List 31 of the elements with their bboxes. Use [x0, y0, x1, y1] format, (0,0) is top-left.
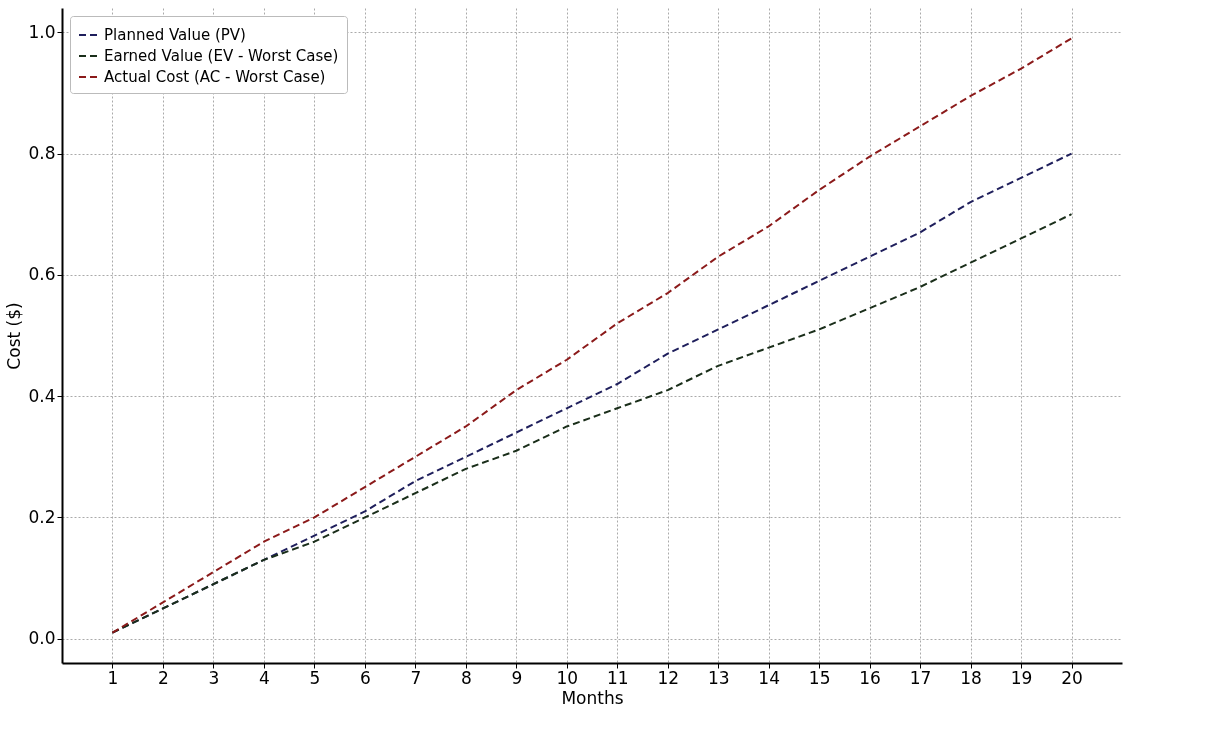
- legend-label: Planned Value (PV): [104, 26, 246, 44]
- x-tick-label: 16: [859, 667, 881, 688]
- x-tick-label: 19: [1010, 667, 1033, 688]
- x-tick-label: 12: [657, 667, 680, 688]
- x-axis-title: Months: [561, 687, 624, 708]
- x-tick-label: 9: [511, 667, 523, 688]
- y-tick-label: 0.4: [28, 385, 56, 406]
- x-tick-label: 5: [309, 667, 321, 688]
- x-tick-label: 4: [258, 667, 270, 688]
- y-tick-label: 1.0: [28, 21, 56, 42]
- legend-label: Actual Cost (AC - Worst Case): [104, 68, 326, 86]
- x-tick-label: 3: [208, 667, 220, 688]
- x-tick-label: 2: [158, 667, 169, 688]
- x-tick-label: 14: [758, 667, 780, 688]
- legend-label: Earned Value (EV - Worst Case): [104, 47, 339, 65]
- x-tick-label: 1: [107, 667, 119, 688]
- x-tick-label: 11: [606, 667, 629, 688]
- y-tick-label: 0.2: [28, 506, 56, 527]
- y-tick-label: 0.0: [28, 628, 56, 649]
- x-tick-label: 6: [359, 667, 371, 688]
- x-tick-label: 10: [556, 667, 579, 688]
- x-tick-label: 15: [808, 667, 831, 688]
- y-tick-label: 0.8: [28, 143, 56, 164]
- x-tick-label: 20: [1061, 667, 1083, 688]
- x-tick-label: 13: [707, 667, 730, 688]
- y-axis-title: Cost ($): [4, 302, 25, 370]
- y-tick-label: 0.6: [28, 264, 56, 285]
- x-tick-label: 17: [909, 667, 932, 688]
- x-tick-label: 7: [410, 667, 422, 688]
- x-tick-label: 18: [960, 667, 982, 688]
- x-tick-label: 8: [460, 667, 472, 688]
